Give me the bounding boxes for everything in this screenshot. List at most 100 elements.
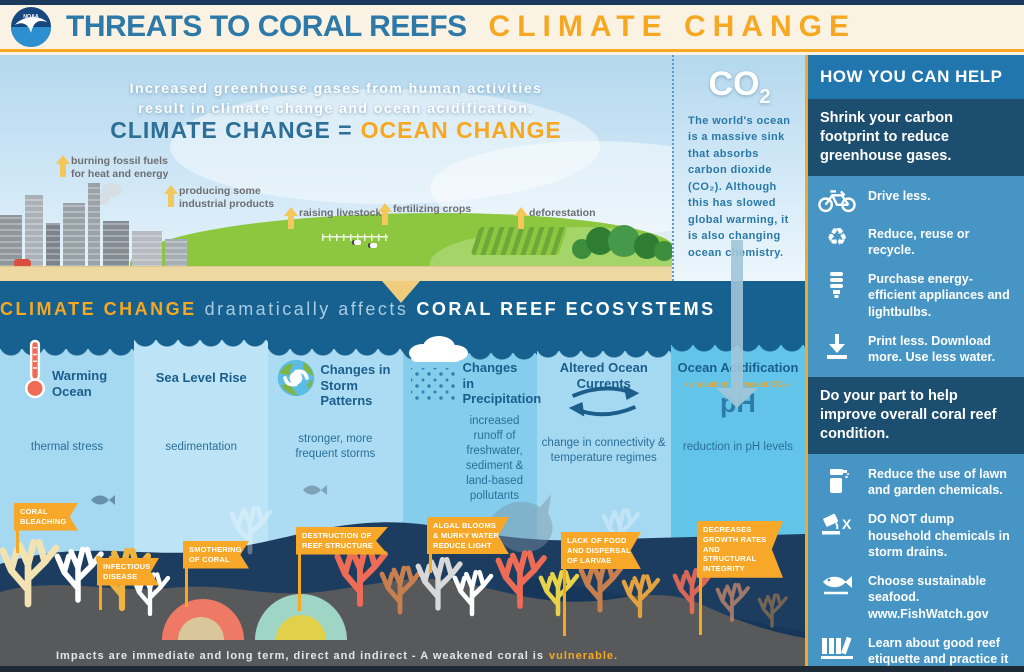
page-subtitle: CLIMATE CHANGE — [488, 10, 856, 43]
crop-field — [470, 227, 568, 255]
banner-pole — [16, 529, 19, 553]
banner-pole — [699, 565, 702, 635]
cow — [368, 243, 377, 248]
download-icon — [816, 331, 858, 360]
top-border — [0, 0, 1024, 5]
city-skyline — [0, 183, 187, 267]
banner-pole — [298, 553, 301, 611]
column-effect: thermal stress — [30, 441, 104, 453]
building — [25, 195, 43, 267]
factory — [132, 231, 162, 267]
co2-down-arrow-head — [716, 388, 758, 408]
co2-symbol: CO2 — [708, 65, 771, 108]
column-effect: reduction in pH levels — [682, 441, 793, 453]
band-headline: CLIMATE CHANGE dramatically affects CORAL … — [0, 299, 716, 319]
up-arrow-icon — [56, 155, 70, 177]
fish-icon — [816, 571, 858, 596]
column-effect: increased runoff of freshwater, sediment… — [465, 415, 524, 502]
intro-text: Increased greenhouse gases from human ac… — [129, 80, 543, 116]
bicycle-icon — [816, 186, 858, 213]
sidebar-section-header: Do your part to help improve overall cor… — [808, 377, 1024, 454]
sidebar-item-recycle: ♻ Reduce, reuse or recycle. — [816, 224, 1014, 259]
storm-globe-icon — [278, 359, 315, 397]
wave-cap — [536, 336, 672, 360]
sidebar-item-reef-etiquette: Learn about good reef etiquette and prac… — [816, 633, 1014, 672]
up-arrow-icon — [378, 203, 392, 225]
down-triangle-icon — [382, 281, 420, 303]
sidebar-item-lawn-chemicals: Reduce the use of lawn and garden chemic… — [816, 464, 1014, 499]
column-title: Changes in Precipitation — [462, 360, 542, 407]
spray-bottle-icon — [816, 464, 858, 495]
up-arrow-icon — [284, 207, 298, 229]
activity-label: burning fossil fuels for heat and energy — [56, 155, 170, 181]
activity-label: fertilizing crops — [378, 203, 492, 225]
svg-text:NOAA: NOAA — [23, 14, 39, 20]
activity-label: raising livestock — [284, 207, 408, 229]
sidebar-section-header: Shrink your carbon footprint to reduce g… — [808, 99, 1024, 176]
sidebar-item-sustainable-seafood: Choose sustainable seafood. www.FishWatc… — [816, 571, 1014, 622]
headline-band: CLIMATE CHANGE dramatically affects CORAL … — [0, 281, 805, 336]
svg-text:X: X — [842, 516, 852, 532]
building — [63, 203, 85, 267]
livestock-fence — [322, 234, 388, 241]
tree — [654, 241, 674, 261]
column-effect: change in connectivity & temperature reg… — [541, 437, 666, 464]
column-title: Altered Ocean Currents — [559, 360, 648, 391]
sidebar-item-group: Drive less. ♻ Reduce, reuse or recycle. … — [808, 176, 1024, 372]
threat-banner: SMOTHERING OF CORAL — [183, 541, 249, 569]
column-title: Changes in Storm Patterns — [320, 362, 391, 409]
threat-banner: CORAL BLEACHING — [14, 503, 78, 531]
threat-banner: INFECTIOUS DISEASE — [97, 558, 159, 586]
shark-silhouette — [492, 494, 553, 553]
car — [14, 259, 31, 266]
wave-cap — [268, 336, 403, 358]
banner-pole — [429, 549, 432, 573]
sidebar-item-energy-efficient: Purchase energy-efficient appliances and… — [816, 269, 1014, 320]
impact-text: Impacts are immediate and long term, dir… — [56, 649, 544, 662]
up-arrow-icon — [514, 207, 528, 229]
rain-cloud-icon — [408, 336, 468, 362]
ocean-section: Warming Ocean thermal stress Sea Level R… — [0, 336, 805, 645]
rain-drops-icon — [410, 368, 457, 402]
sidebar-item-drive-less: Drive less. — [816, 186, 1014, 213]
page-title: THREATS TO CORAL REEFS — [66, 10, 467, 43]
currents-icon — [568, 385, 639, 417]
column-title: Sea Level Rise — [155, 370, 247, 385]
building — [165, 239, 187, 267]
reef-etiquette-icon — [816, 633, 858, 660]
cfl-bulb-icon — [816, 269, 858, 300]
building — [103, 221, 129, 267]
no-dumping-icon: X — [816, 509, 858, 536]
fish-silhouette — [303, 485, 327, 495]
bottom-border — [0, 666, 1024, 672]
column-effect: sedimentation — [165, 441, 237, 453]
fish-silhouette — [91, 495, 115, 505]
banner-pole — [99, 584, 102, 610]
cow — [352, 240, 361, 245]
up-arrow-icon — [164, 185, 178, 207]
co2-down-arrow — [731, 240, 743, 390]
threat-banner: LACK OF FOOD AND DISPERSAL OF LARVAE — [561, 532, 641, 570]
impact-strip: Impacts are immediate and long term, dir… — [0, 645, 805, 666]
threat-banner: DESTRUCTION OF REEF STRUCTURE — [296, 527, 388, 555]
sidebar-item-group: Reduce the use of lawn and garden chemic… — [808, 454, 1024, 672]
building — [46, 223, 60, 267]
wave-cap — [0, 336, 135, 358]
how-you-can-help-sidebar: HOW YOU CAN HELP Shrink your carbon foot… — [805, 55, 1024, 672]
banner-pole — [563, 566, 566, 636]
thermometer-icon — [25, 339, 45, 399]
column-title: Warming Ocean — [52, 368, 108, 399]
sand-band — [0, 266, 805, 281]
co2-description: The world's ocean is a massive sink that… — [688, 114, 791, 259]
banner-pole — [185, 567, 188, 607]
main-panel: Increased greenhouse gases from human ac… — [0, 55, 805, 666]
factory-chimney — [88, 183, 100, 267]
cloud-shape — [170, 89, 600, 204]
sidebar-item-print-less: Print less. Download more. Use less wate… — [816, 331, 1014, 366]
masthead: NOAA THREATS TO CORAL REEFS CLIMATE CHAN… — [0, 5, 1024, 52]
column-effect: stronger, more frequent storms — [295, 433, 376, 460]
building — [0, 215, 22, 267]
wave-cap — [134, 336, 269, 349]
noaa-logo-icon: NOAA — [10, 6, 52, 48]
threat-banner: ALGAL BLOOMS & MURKY WATER REDUCE LIGHT — [427, 517, 509, 555]
